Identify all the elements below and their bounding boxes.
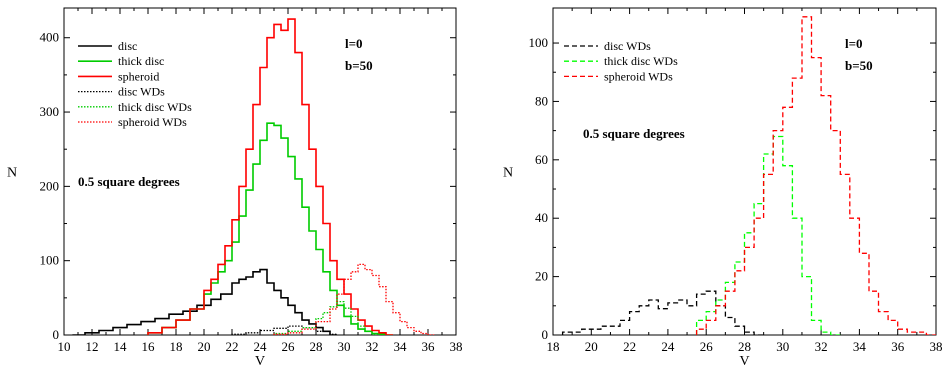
annotation-l: l=0: [345, 36, 363, 51]
annotation-l: l=0: [845, 36, 863, 51]
x-tick-label: 34: [394, 339, 408, 354]
x-tick-label: 10: [58, 339, 71, 354]
x-tick-label: 18: [170, 339, 183, 354]
x-tick-label: 38: [450, 339, 463, 354]
x-tick-label: 22: [623, 339, 636, 354]
x-tick-label: 36: [422, 339, 436, 354]
y-tick-label: 0: [53, 327, 60, 342]
series-line-spheroid-wds: [273, 263, 435, 335]
y-tick-label: 60: [535, 152, 548, 167]
legend-label-spheroid-wds: spheroid WDs: [118, 115, 187, 129]
y-tick-label: 200: [40, 178, 60, 193]
x-tick-label: 32: [815, 339, 828, 354]
legend-label-disc-wds: disc WDs: [604, 39, 651, 53]
x-tick-label: 20: [585, 339, 598, 354]
series-line-spheroid-wds: [695, 16, 936, 335]
series-line-disc: [72, 268, 337, 335]
annotation-b: b=50: [345, 58, 373, 73]
legend-label-thick-disc: thick disc: [118, 54, 164, 68]
x-tick-label: 26: [282, 339, 296, 354]
x-tick-label: 38: [930, 339, 943, 354]
y-tick-label: 100: [40, 253, 60, 268]
y-tick-label: 40: [535, 210, 548, 225]
legend-label-spheroid: spheroid: [118, 69, 159, 83]
x-tick-label: 14: [114, 339, 128, 354]
x-tick-label: 24: [661, 339, 675, 354]
x-tick-label: 20: [198, 339, 211, 354]
x-tick-label: 32: [366, 339, 379, 354]
y-tick-label: 80: [535, 93, 548, 108]
y-tick-label: 300: [40, 104, 60, 119]
legend-label-thick-disc-wds: thick disc WDs: [604, 54, 678, 68]
y-tick-label: 400: [40, 30, 60, 45]
x-tick-label: 30: [776, 339, 789, 354]
y-tick-label: 0: [542, 327, 549, 342]
series-line-disc-wds: [231, 325, 337, 335]
panel-left: 10 12 14 16 18 20 22 24 26 28 30 32 34 36 38 0 100 200 300…: [7, 7, 463, 369]
y-axis-label: N: [7, 166, 17, 181]
series-line-thick-disc-wds: [273, 300, 379, 335]
x-axis-label: V: [739, 354, 749, 369]
y-axis-label: N: [503, 166, 513, 181]
legend-label-thick-disc-wds: thick disc WDs: [118, 100, 192, 114]
x-tick-label: 12: [86, 339, 99, 354]
series-line-thick-disc: [147, 122, 393, 335]
panel-right: 18 20 22 24 26 28 30 32 34 36 38 0 20 40 60 80 100 V Ndisc…: [503, 7, 943, 369]
x-tick-label: 18: [547, 339, 560, 354]
x-tick-label: 28: [310, 339, 323, 354]
series-line-disc-wds: [561, 290, 764, 335]
x-tick-label: 24: [254, 339, 268, 354]
series-line-thick-disc-wds: [695, 135, 841, 335]
series-line-spheroid: [147, 18, 393, 335]
x-tick-label: 16: [142, 339, 156, 354]
annotation-b: b=50: [845, 58, 873, 73]
x-tick-label: 30: [338, 339, 351, 354]
legend-label-spheroid-wds: spheroid WDs: [604, 69, 673, 83]
y-tick-label: 100: [529, 35, 549, 50]
annotation-area: 0.5 square degrees: [78, 174, 180, 189]
x-tick-label: 36: [891, 339, 905, 354]
x-tick-label: 22: [226, 339, 239, 354]
x-tick-label: 34: [853, 339, 867, 354]
x-tick-label: 28: [738, 339, 751, 354]
y-tick-label: 20: [535, 269, 548, 284]
annotation-area: 0.5 square degrees: [583, 126, 685, 141]
x-tick-label: 26: [700, 339, 714, 354]
legend-label-disc: disc: [118, 39, 137, 53]
legend-label-disc-wds: disc WDs: [118, 85, 165, 99]
x-axis-label: V: [255, 354, 265, 369]
